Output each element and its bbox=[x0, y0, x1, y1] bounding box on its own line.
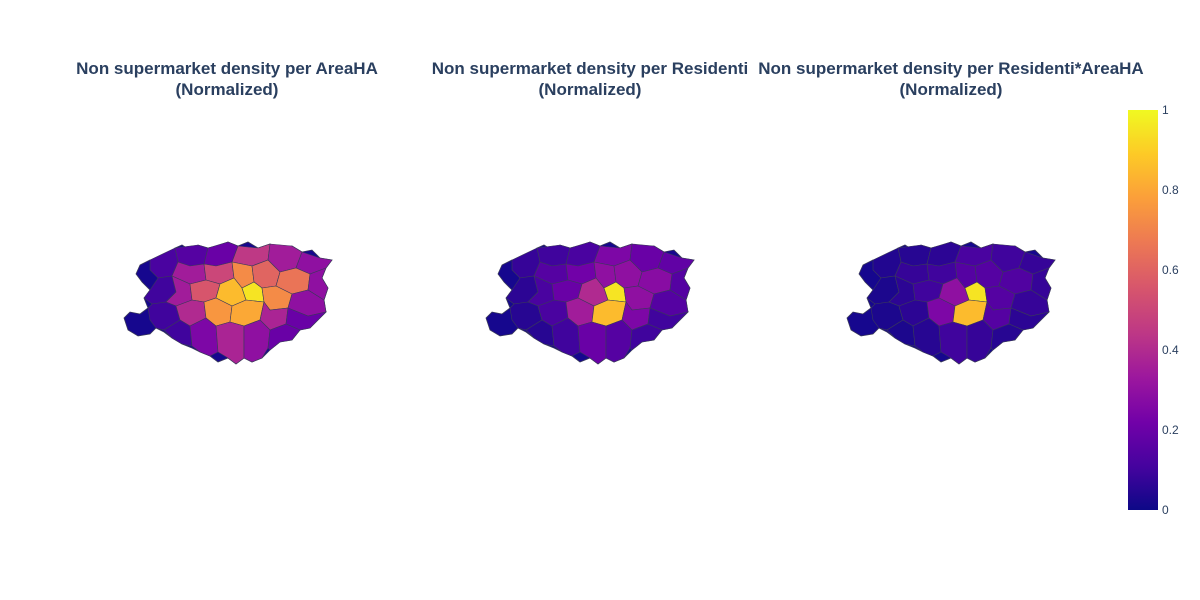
panel-title-areaha: Non supermarket density per AreaHA (Norm… bbox=[76, 59, 378, 99]
map-zone[interactable] bbox=[267, 323, 301, 351]
colorbar-tick-0.8: 0.8 bbox=[1162, 183, 1179, 197]
choropleth-map-residenti[interactable] bbox=[482, 230, 702, 390]
map-zone[interactable] bbox=[605, 319, 633, 363]
colorbar-tick-1: 1 bbox=[1162, 103, 1169, 117]
map-zone[interactable] bbox=[577, 321, 607, 365]
colorbar-tick-0.2: 0.2 bbox=[1162, 423, 1179, 437]
colorbar-tick-0.6: 0.6 bbox=[1162, 263, 1179, 277]
panel-title-residenti: Non supermarket density per Residenti (N… bbox=[431, 59, 749, 99]
map-zone[interactable] bbox=[629, 323, 663, 351]
map-zone[interactable] bbox=[215, 321, 245, 365]
map-zone[interactable] bbox=[990, 323, 1024, 351]
map-zone[interactable] bbox=[912, 317, 942, 357]
map-zone[interactable] bbox=[189, 317, 219, 357]
map-zone[interactable] bbox=[243, 319, 271, 363]
panel-title-residenti-areaha: Non supermarket density per Residenti*Ar… bbox=[758, 59, 1144, 99]
colorbar bbox=[1128, 110, 1158, 510]
choropleth-map-areaha[interactable] bbox=[120, 230, 340, 390]
map-zone[interactable] bbox=[551, 317, 581, 357]
colorbar-tick-0.4: 0.4 bbox=[1162, 343, 1179, 357]
map-zone[interactable] bbox=[966, 319, 994, 363]
map-zone[interactable] bbox=[938, 321, 968, 365]
colorbar-gradient bbox=[1128, 110, 1158, 510]
choropleth-map-residenti-areaha[interactable] bbox=[843, 230, 1063, 390]
colorbar-tick-0: 0 bbox=[1162, 503, 1169, 517]
